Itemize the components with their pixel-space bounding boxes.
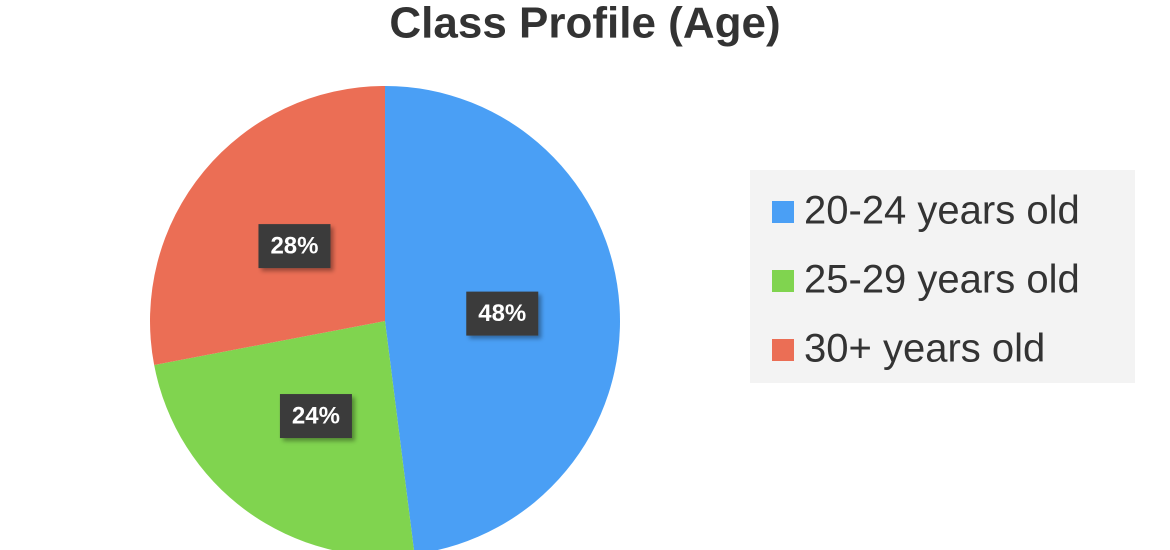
legend-box — [750, 170, 1135, 383]
legend-label: 30+ years old — [804, 327, 1045, 371]
data-label: 24% — [292, 402, 340, 429]
legend-swatch — [772, 339, 794, 361]
chart-title: Class Profile (Age) — [389, 0, 780, 48]
data-label-box — [466, 291, 539, 336]
legend-swatch — [772, 270, 794, 292]
data-label-box — [258, 224, 331, 269]
data-label: 48% — [478, 300, 526, 327]
legend-swatch — [772, 201, 794, 223]
legend-label: 25-29 years old — [804, 258, 1080, 302]
data-label-box — [279, 394, 352, 439]
data-label: 28% — [270, 232, 318, 259]
legend-label: 20-24 years old — [804, 189, 1080, 233]
